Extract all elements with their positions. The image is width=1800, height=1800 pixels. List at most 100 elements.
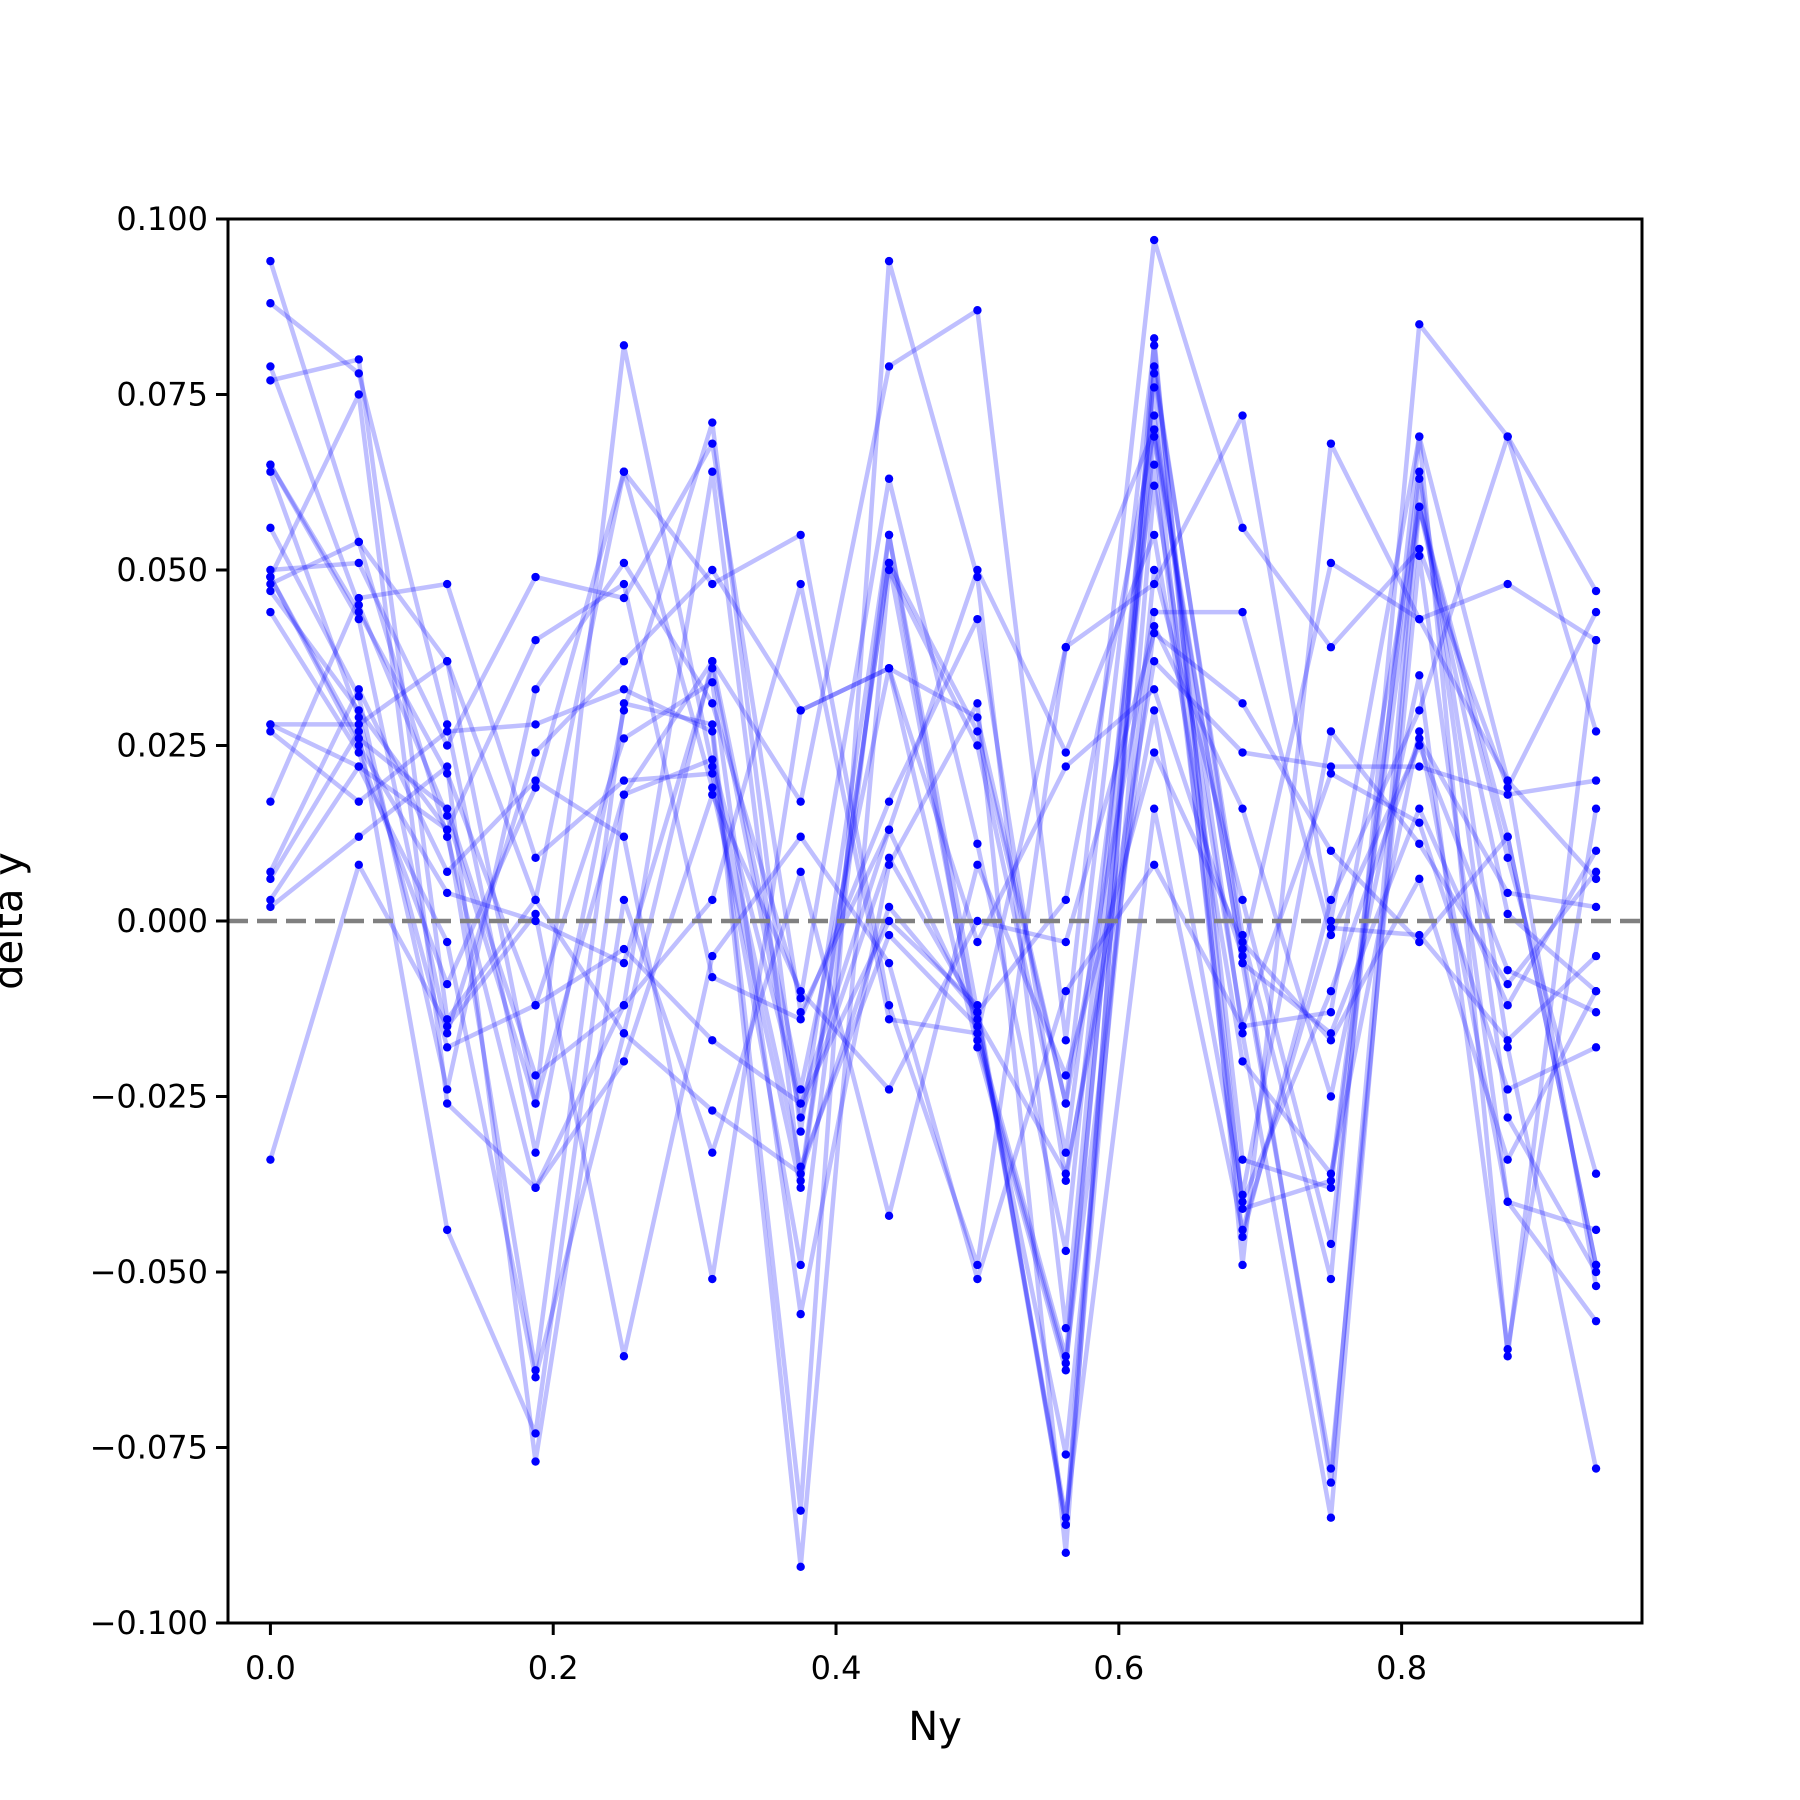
data-point-s16-12	[1238, 951, 1247, 961]
data-point-s14-1	[266, 727, 275, 736]
data-point-s3-12	[1238, 1029, 1247, 1038]
data-point-s5-11	[1149, 341, 1159, 350]
data-point-s8-2	[354, 558, 363, 568]
data-point-s6-12	[1238, 1260, 1247, 1270]
data-point-s20-8	[884, 958, 894, 968]
data-point-s3-3	[442, 811, 452, 820]
data-point-s22-2	[354, 762, 363, 771]
data-point-s15-5	[619, 776, 629, 785]
data-point-s12-15	[1503, 965, 1512, 975]
data-point-s24-14	[1415, 804, 1424, 813]
data-point-s12-9	[973, 727, 982, 736]
data-point-s17-10	[1061, 1169, 1070, 1178]
series-line-11	[268, 258, 1599, 1513]
data-point-s2-7	[796, 1127, 805, 1136]
data-point-s2-12	[1238, 944, 1247, 954]
data-point-s22-7	[796, 1015, 805, 1024]
data-point-s9-5	[619, 1001, 629, 1010]
data-point-s19-7	[796, 867, 805, 877]
data-point-s22-8	[884, 797, 894, 806]
data-point-s7-13	[1326, 1183, 1336, 1192]
data-point-s11-14	[1415, 320, 1424, 329]
data-point-s15-7	[796, 1260, 805, 1270]
data-point-s10-11	[1149, 235, 1159, 245]
data-point-s15-12	[1238, 804, 1247, 813]
data-point-s20-14	[1415, 818, 1424, 827]
data-point-s7-7	[796, 994, 805, 1003]
data-point-s12-5	[619, 467, 629, 476]
data-point-s23-13	[1326, 1008, 1336, 1017]
data-point-s11-12	[1238, 930, 1247, 940]
data-point-s4-7	[796, 530, 805, 540]
data-point-s22-11	[1149, 657, 1159, 666]
data-point-s10-2	[354, 537, 363, 547]
data-point-s1-10	[1061, 1352, 1070, 1361]
data-point-s21-5	[619, 1057, 629, 1066]
data-point-s18-5	[619, 1029, 629, 1038]
data-point-s13-8	[884, 930, 894, 940]
series-line-12	[268, 469, 1597, 1191]
data-point-s17-11	[1149, 706, 1159, 715]
data-point-s18-3	[442, 937, 452, 947]
y-tick-label: −0.050	[90, 1253, 208, 1291]
data-point-s24-12	[1238, 958, 1247, 968]
data-point-s1-3	[442, 832, 452, 841]
y-axis-label: delta y	[0, 852, 32, 990]
data-point-s12-4	[531, 783, 540, 792]
data-point-s17-13	[1326, 727, 1336, 736]
data-point-s12-13	[1326, 930, 1336, 940]
data-point-s8-5	[619, 593, 629, 603]
y-tick-label: −0.100	[90, 1604, 208, 1642]
data-point-s13-11	[1149, 565, 1159, 575]
data-point-s19-2	[354, 832, 363, 841]
series-line-19	[269, 750, 1598, 1464]
data-point-s23-8	[884, 916, 894, 926]
data-point-s7-15	[1503, 853, 1512, 863]
data-point-s10-14	[1415, 544, 1424, 554]
data-point-s21-12	[1238, 699, 1247, 708]
data-point-s11-16	[1591, 727, 1601, 736]
data-point-s10-7	[796, 797, 805, 806]
data-point-s24-11	[1149, 425, 1159, 434]
data-point-s5-5	[619, 657, 629, 666]
data-point-s2-5	[619, 706, 629, 715]
data-point-s13-10	[1061, 1450, 1070, 1459]
data-point-s2-11	[1149, 362, 1159, 371]
data-point-s22-5	[619, 579, 629, 589]
x-tick-label: 0.8	[1376, 1649, 1427, 1687]
data-point-s7-9	[973, 839, 982, 848]
data-point-s2-14	[1415, 474, 1424, 483]
series-line-7	[268, 385, 1599, 1254]
data-point-s23-3	[442, 769, 452, 778]
data-point-s9-12	[1238, 1232, 1247, 1242]
data-point-s22-1	[266, 720, 275, 729]
data-point-s17-3	[442, 1225, 452, 1235]
data-point-s12-2	[354, 748, 363, 757]
data-point-s10-10	[1061, 1036, 1070, 1045]
data-point-s10-12	[1238, 523, 1247, 533]
data-point-s4-13	[1326, 916, 1336, 926]
data-point-s19-1	[266, 902, 275, 912]
data-point-s2-15	[1503, 1113, 1512, 1122]
data-point-s21-7	[796, 987, 805, 996]
series-line-13	[270, 343, 1599, 1457]
data-point-s19-12	[1238, 937, 1247, 947]
data-point-s13-14	[1415, 432, 1424, 441]
data-point-s20-16	[1591, 1043, 1601, 1052]
y-tick-label: 0.025	[116, 727, 208, 765]
data-point-s2-2	[354, 369, 363, 378]
data-point-s8-14	[1415, 727, 1424, 736]
data-point-s14-5	[619, 685, 629, 694]
data-point-s7-12	[1238, 1155, 1247, 1164]
data-point-s19-13	[1326, 1036, 1336, 1045]
series-line-3	[268, 365, 1599, 1520]
data-point-s12-1	[266, 607, 275, 617]
data-point-s9-3	[442, 804, 452, 813]
data-point-s7-1	[266, 523, 275, 533]
data-point-s23-10	[1061, 1520, 1070, 1529]
data-point-s22-9	[973, 614, 982, 624]
data-point-s20-9	[973, 1274, 982, 1284]
data-point-s3-2	[354, 600, 363, 610]
data-point-s3-1	[266, 362, 275, 371]
data-point-s13-16	[1591, 1281, 1601, 1291]
